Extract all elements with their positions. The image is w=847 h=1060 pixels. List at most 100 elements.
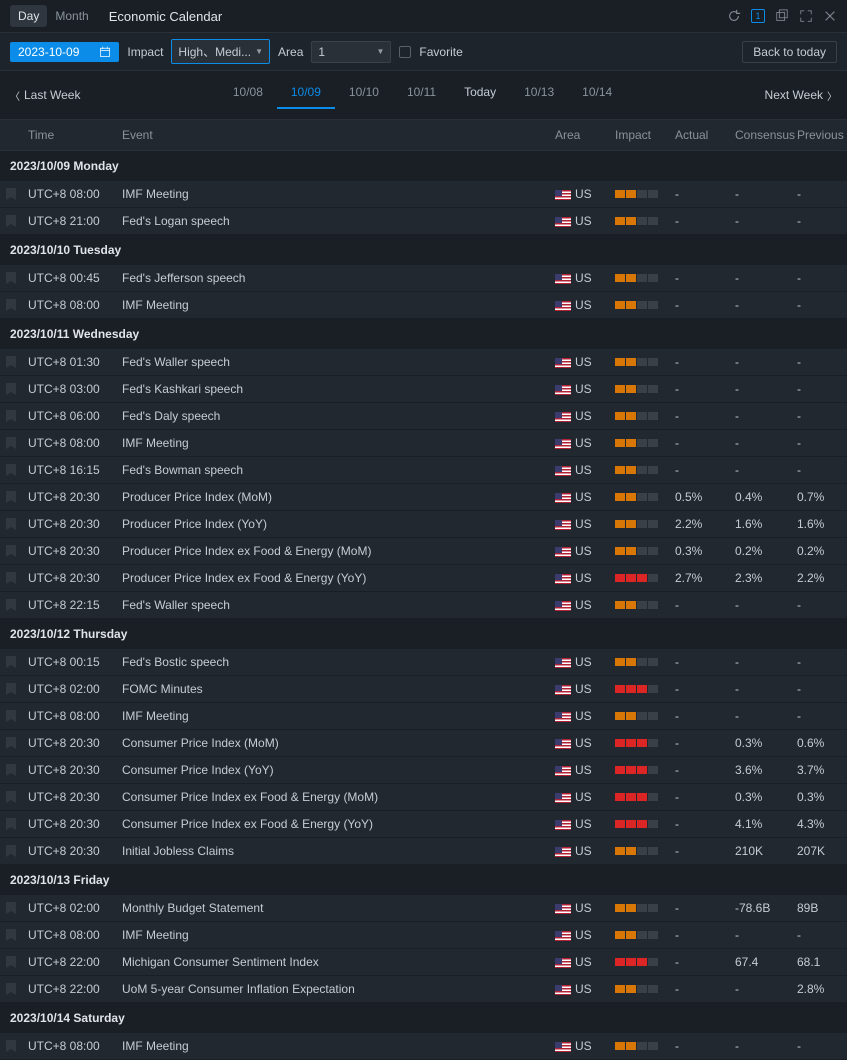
event-row[interactable]: UTC+8 08:00IMF MeetingUS--- <box>0 430 847 457</box>
refresh-icon[interactable] <box>727 9 741 23</box>
us-flag-icon <box>555 385 571 395</box>
cell-consensus: 0.4% <box>729 488 791 506</box>
date-picker[interactable]: 2023-10-09 <box>10 42 119 62</box>
event-row[interactable]: UTC+8 08:00IMF MeetingUS--- <box>0 703 847 730</box>
col-time[interactable]: Time <box>22 126 116 144</box>
cell-area: US <box>549 542 609 560</box>
date-tab-1[interactable]: 10/09 <box>277 81 335 109</box>
event-row[interactable]: UTC+8 02:00Monthly Budget StatementUS--7… <box>0 895 847 922</box>
tab-month[interactable]: Month <box>47 5 96 27</box>
bookmark-icon[interactable] <box>6 845 16 857</box>
col-impact[interactable]: Impact <box>609 126 669 144</box>
event-row[interactable]: UTC+8 08:00IMF MeetingUS--- <box>0 181 847 208</box>
bookmark-icon[interactable] <box>6 545 16 557</box>
event-row[interactable]: UTC+8 20:30Consumer Price Index ex Food … <box>0 784 847 811</box>
bookmark-icon[interactable] <box>6 383 16 395</box>
bookmark-icon[interactable] <box>6 572 16 584</box>
event-row[interactable]: UTC+8 08:00IMF MeetingUS--- <box>0 292 847 319</box>
prev-week-button[interactable]: 〈 Last Week <box>10 88 80 103</box>
cell-previous: 68.1 <box>791 953 847 971</box>
event-row[interactable]: UTC+8 22:00UoM 5-year Consumer Inflation… <box>0 976 847 1003</box>
area-dropdown[interactable]: 1 ▼ <box>311 41 391 63</box>
bookmark-icon[interactable] <box>6 410 16 422</box>
cell-time: UTC+8 20:30 <box>22 488 116 506</box>
cell-actual: - <box>669 596 729 614</box>
bookmark-icon[interactable] <box>6 764 16 776</box>
bookmark-icon[interactable] <box>6 1040 16 1052</box>
bookmark-icon[interactable] <box>6 656 16 668</box>
back-to-today-button[interactable]: Back to today <box>742 41 837 63</box>
cell-time: UTC+8 01:30 <box>22 353 116 371</box>
panel-1-icon[interactable]: 1 <box>751 9 765 23</box>
event-row[interactable]: UTC+8 20:30Producer Price Index ex Food … <box>0 538 847 565</box>
popout-icon[interactable] <box>775 9 789 23</box>
event-row[interactable]: UTC+8 08:00IMF MeetingUS--- <box>0 1033 847 1060</box>
bookmark-icon[interactable] <box>6 902 16 914</box>
event-row[interactable]: UTC+8 20:30Producer Price Index ex Food … <box>0 565 847 592</box>
event-row[interactable]: UTC+8 16:15Fed's Bowman speechUS--- <box>0 457 847 484</box>
event-row[interactable]: UTC+8 03:00Fed's Kashkari speechUS--- <box>0 376 847 403</box>
bookmark-icon[interactable] <box>6 983 16 995</box>
bookmark-icon[interactable] <box>6 818 16 830</box>
bookmark-icon[interactable] <box>6 188 16 200</box>
event-row[interactable]: UTC+8 06:00Fed's Daly speechUS--- <box>0 403 847 430</box>
event-row[interactable]: UTC+8 08:00IMF MeetingUS--- <box>0 922 847 949</box>
event-row[interactable]: UTC+8 22:15Fed's Waller speechUS--- <box>0 592 847 619</box>
cell-impact <box>609 464 669 476</box>
bookmark-icon[interactable] <box>6 272 16 284</box>
col-actual[interactable]: Actual <box>669 126 729 144</box>
cell-impact <box>609 491 669 503</box>
event-row[interactable]: UTC+8 20:30Consumer Price Index ex Food … <box>0 811 847 838</box>
favorite-checkbox[interactable] <box>399 46 411 58</box>
event-row[interactable]: UTC+8 00:45Fed's Jefferson speechUS--- <box>0 265 847 292</box>
event-row[interactable]: UTC+8 20:30Producer Price Index (MoM)US0… <box>0 484 847 511</box>
col-event[interactable]: Event <box>116 126 549 144</box>
bookmark-icon[interactable] <box>6 599 16 611</box>
close-icon[interactable] <box>823 9 837 23</box>
bookmark-icon[interactable] <box>6 737 16 749</box>
bookmark-icon[interactable] <box>6 710 16 722</box>
us-flag-icon <box>555 217 571 227</box>
bookmark-icon[interactable] <box>6 956 16 968</box>
date-tab-6[interactable]: 10/14 <box>568 81 626 109</box>
cell-area: US <box>549 842 609 860</box>
cell-impact <box>609 299 669 311</box>
impact-dropdown[interactable]: High、Medi... ▼ <box>171 39 270 64</box>
bookmark-icon[interactable] <box>6 518 16 530</box>
event-row[interactable]: UTC+8 20:30Producer Price Index (YoY)US2… <box>0 511 847 538</box>
cell-consensus: - <box>729 926 791 944</box>
col-consensus[interactable]: Consensus <box>729 126 791 144</box>
event-row[interactable]: UTC+8 02:00FOMC MinutesUS--- <box>0 676 847 703</box>
event-row[interactable]: UTC+8 22:00Michigan Consumer Sentiment I… <box>0 949 847 976</box>
next-week-button[interactable]: Next Week 〉 <box>765 88 837 103</box>
bookmark-icon[interactable] <box>6 491 16 503</box>
date-tab-0[interactable]: 10/08 <box>219 81 277 109</box>
cell-actual: - <box>669 407 729 425</box>
bookmark-icon[interactable] <box>6 215 16 227</box>
event-row[interactable]: UTC+8 21:00Fed's Logan speechUS--- <box>0 208 847 235</box>
event-row[interactable]: UTC+8 20:30Consumer Price Index (YoY)US-… <box>0 757 847 784</box>
event-row[interactable]: UTC+8 20:30Consumer Price Index (MoM)US-… <box>0 730 847 757</box>
cell-previous: - <box>791 707 847 725</box>
col-area[interactable]: Area <box>549 126 609 144</box>
tab-day[interactable]: Day <box>10 5 47 27</box>
date-tab-4[interactable]: Today <box>450 81 510 109</box>
event-row[interactable]: UTC+8 20:30Initial Jobless ClaimsUS-210K… <box>0 838 847 865</box>
cell-event: Producer Price Index (YoY) <box>116 515 549 533</box>
col-previous[interactable]: Previous <box>791 126 847 144</box>
date-tab-3[interactable]: 10/11 <box>393 81 450 109</box>
bookmark-icon[interactable] <box>6 791 16 803</box>
bookmark-icon[interactable] <box>6 437 16 449</box>
event-row[interactable]: UTC+8 00:15Fed's Bostic speechUS--- <box>0 649 847 676</box>
fullscreen-icon[interactable] <box>799 9 813 23</box>
date-tab-5[interactable]: 10/13 <box>510 81 568 109</box>
bookmark-icon[interactable] <box>6 356 16 368</box>
bookmark-icon[interactable] <box>6 929 16 941</box>
cell-event: Consumer Price Index ex Food & Energy (Y… <box>116 815 549 833</box>
us-flag-icon <box>555 190 571 200</box>
event-row[interactable]: UTC+8 01:30Fed's Waller speechUS--- <box>0 349 847 376</box>
bookmark-icon[interactable] <box>6 299 16 311</box>
bookmark-icon[interactable] <box>6 683 16 695</box>
date-tab-2[interactable]: 10/10 <box>335 81 393 109</box>
bookmark-icon[interactable] <box>6 464 16 476</box>
